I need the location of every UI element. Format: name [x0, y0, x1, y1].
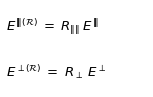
Text: $E^{\| \! \! \|(\mathcal{R})} \; = \; R_{\|\|} \; E^{\| \! \! \|}$: $E^{\| \! \! \|(\mathcal{R})} \; = \; R_… — [6, 17, 99, 37]
Text: $E^{\perp(\mathcal{R})} \; = \; R_{\perp} \; E^{\perp}$: $E^{\perp(\mathcal{R})} \; = \; R_{\perp… — [6, 63, 106, 81]
